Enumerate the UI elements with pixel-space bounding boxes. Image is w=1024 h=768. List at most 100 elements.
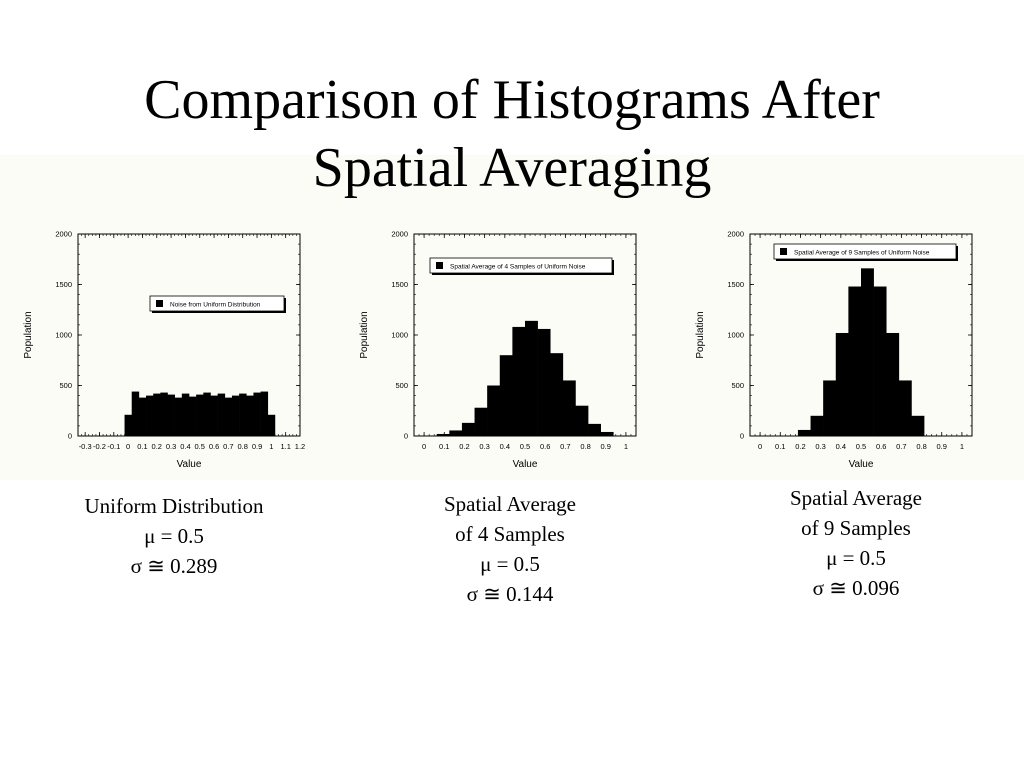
x-tick-label: 0.8 — [237, 442, 247, 451]
slide-title: Comparison of Histograms After Spatial A… — [0, 66, 1024, 202]
histogram-bar — [537, 328, 551, 436]
legend-box — [773, 243, 957, 260]
histogram-bar — [160, 392, 168, 436]
caption-uniform: Uniform Distribution μ = 0.5 σ ≅ 0.289 — [44, 491, 304, 581]
histogram-average-4-svg: 0 0.1 0.2 0.3 0.4 0.5 0.6 0.7 0.8 0.9 1 0 500 1000 150… — [359, 230, 637, 470]
y-tick-label: 1500 — [55, 280, 72, 289]
legend-swatch — [436, 262, 443, 269]
caption-line: μ = 0.5 — [826, 546, 886, 570]
histogram-bar — [562, 380, 576, 436]
histogram-bar — [138, 397, 147, 436]
histogram-bar — [848, 286, 862, 436]
x-tick-label: 0.2 — [459, 442, 469, 451]
x-tick-label: 0.7 — [896, 442, 906, 451]
histogram-bar — [461, 422, 475, 436]
histogram-bar — [124, 414, 133, 436]
y-tick-label: 0 — [68, 432, 72, 441]
y-tick-label: 1000 — [727, 331, 744, 340]
x-axis-label: Value — [177, 459, 202, 470]
histogram-bar — [246, 395, 254, 436]
x-tick-label: 0.3 — [815, 442, 825, 451]
x-tick-label: 1 — [269, 442, 273, 451]
caption-line: μ = 0.5 — [144, 524, 204, 548]
histogram-average-9: 0 0.1 0.2 0.3 0.4 0.5 0.6 0.7 0.8 0.9 1 0 500 1000 150… — [690, 222, 990, 474]
x-tick-label: -0.1 — [107, 442, 120, 451]
histogram-bar — [873, 286, 887, 436]
x-tick-label: 0.2 — [795, 442, 805, 451]
y-tick-label: 1500 — [727, 280, 744, 289]
histogram-bar — [436, 433, 450, 436]
histogram-bar — [153, 393, 161, 436]
x-tick-label: 0.4 — [500, 442, 510, 451]
histogram-bar — [886, 332, 900, 436]
x-tick-label: 0.9 — [601, 442, 611, 451]
x-tick-label: 0.9 — [937, 442, 947, 451]
caption-line: σ ≅ 0.096 — [812, 576, 900, 600]
histogram-bar — [260, 391, 269, 436]
histogram-bar — [499, 355, 513, 436]
legend-swatch — [156, 300, 163, 307]
y-tick-label: 1000 — [391, 331, 408, 340]
legend-swatch — [780, 248, 787, 255]
x-tick-label: 0.6 — [876, 442, 886, 451]
legend-label: Spatial Average of 4 Samples of Uniform … — [450, 264, 586, 271]
x-tick-label: 0.9 — [252, 442, 262, 451]
caption-line: Spatial Average — [790, 486, 922, 510]
histogram-bar — [474, 407, 488, 436]
x-tick-label: 0.5 — [856, 442, 866, 451]
histogram-bar — [253, 392, 261, 436]
histogram-bar — [231, 395, 240, 436]
histogram-bar — [189, 396, 197, 436]
histogram-bar — [174, 397, 183, 436]
y-axis-label: Population — [695, 311, 706, 358]
x-tick-label: 0.4 — [836, 442, 846, 451]
histogram-bar — [588, 423, 601, 436]
histogram-bar — [861, 268, 874, 436]
y-tick-label: 500 — [59, 381, 72, 390]
x-tick-label: 1 — [624, 442, 628, 451]
caption-line: σ ≅ 0.144 — [466, 582, 554, 606]
caption-line: σ ≅ 0.289 — [130, 554, 218, 578]
histogram-bar — [797, 429, 811, 436]
histogram-bar — [210, 395, 218, 436]
x-tick-label: -0.3 — [79, 442, 92, 451]
y-tick-label: 2000 — [391, 230, 408, 239]
x-tick-label: 0.1 — [439, 442, 449, 451]
histogram-uniform-svg: -0.3 -0.2 -0.1 0 0.1 0.2 0.3 0.4 0.5 0.6 0.7 0.8 0.9… — [23, 230, 305, 471]
x-tick-label: 0.1 — [775, 442, 785, 451]
x-tick-label: 1.2 — [295, 442, 305, 451]
histogram-bar — [267, 414, 276, 436]
histogram-bar — [911, 415, 925, 436]
y-tick-label: 500 — [395, 381, 408, 390]
x-tick-label: 0.4 — [180, 442, 190, 451]
y-tick-label: 2000 — [727, 230, 744, 239]
x-axis-label: Value — [513, 459, 538, 470]
title-line-2: Spatial Averaging — [312, 137, 712, 199]
histogram-bar — [512, 326, 526, 436]
y-tick-label: 1500 — [391, 280, 408, 289]
x-tick-label: 0.6 — [540, 442, 550, 451]
histogram-bar — [525, 320, 538, 436]
y-axis-label: Population — [23, 311, 34, 358]
y-tick-label: 500 — [731, 381, 744, 390]
x-tick-label: -0.2 — [93, 442, 106, 451]
x-tick-label: 0.1 — [137, 442, 147, 451]
x-tick-label: 0 — [758, 442, 762, 451]
legend-box — [149, 295, 285, 312]
x-tick-label: 1 — [960, 442, 964, 451]
x-tick-label: 0.3 — [166, 442, 176, 451]
histogram-bar — [217, 393, 226, 436]
caption-average-4: Spatial Average of 4 Samples μ = 0.5 σ ≅… — [380, 489, 640, 609]
histogram-uniform: -0.3 -0.2 -0.1 0 0.1 0.2 0.3 0.4 0.5 0.6 0.7 0.8 0.9… — [18, 222, 318, 474]
histogram-bar — [487, 385, 501, 436]
histogram-bar — [823, 380, 837, 436]
caption-line: Spatial Average — [444, 492, 576, 516]
y-axis-label: Population — [359, 311, 370, 358]
caption-line: Uniform Distribution — [84, 494, 264, 518]
histogram-bar — [146, 395, 154, 436]
histogram-bar — [181, 393, 190, 436]
histogram-bar — [898, 380, 912, 436]
histogram-bar — [550, 353, 564, 436]
histogram-average-9-svg: 0 0.1 0.2 0.3 0.4 0.5 0.6 0.7 0.8 0.9 1 0 500 1000 150… — [695, 230, 973, 470]
histogram-bar — [224, 397, 233, 436]
